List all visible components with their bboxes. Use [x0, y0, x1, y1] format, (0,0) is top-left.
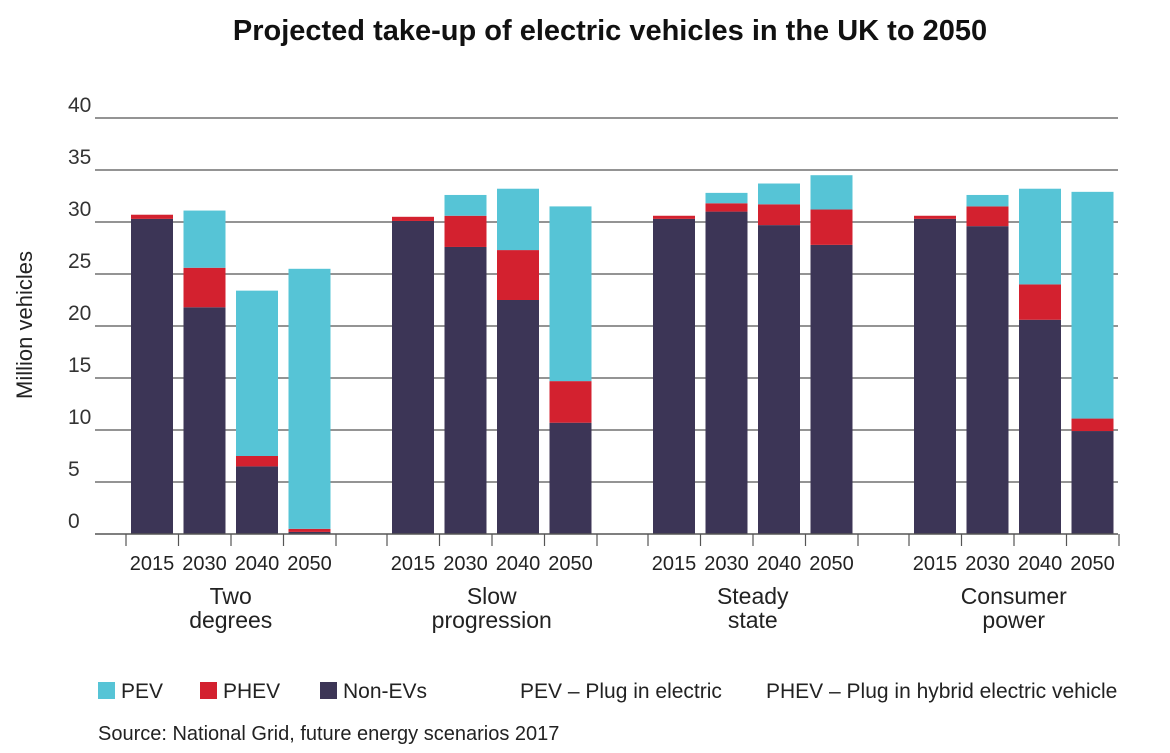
y-tick-labels: 0 5 10 15 20 25 30 35 40: [68, 94, 91, 533]
bar-phev-two-degrees-2015: [131, 214, 173, 219]
bar-phev-consumer-power-2050: [1071, 418, 1114, 432]
bar-pev-steady-state-2050: [810, 175, 853, 210]
legend-swatch-non-evs: [320, 682, 337, 699]
group-label-two-degrees-line-2: degrees: [189, 607, 272, 633]
bar-phev-two-degrees-2050: [288, 528, 331, 532]
y-axis-label: Million vehicles: [12, 251, 37, 399]
bar-phev-steady-state-2040: [758, 204, 800, 226]
bar-phev-slow-progression-2015: [392, 216, 434, 221]
bar-non-evs-two-degrees-2040: [236, 466, 278, 534]
x-tick-label-slow-progression-2030: 2030: [443, 553, 488, 575]
bar-non-evs-consumer-power-2040: [1019, 319, 1061, 534]
bar-non-evs-steady-state-2030: [705, 211, 748, 534]
bar-pev-two-degrees-2030: [183, 210, 226, 268]
bar-pev-slow-progression-2040: [497, 188, 539, 251]
bar-non-evs-steady-state-2015: [653, 218, 695, 534]
source-note: Source: National Grid, future energy sce…: [98, 723, 559, 745]
bar-phev-consumer-power-2030: [966, 206, 1009, 227]
chart-title: Projected take-up of electric vehicles i…: [233, 15, 987, 47]
y-tick-label-20: 20: [68, 302, 91, 325]
x-tick-label-consumer-power-2015: 2015: [913, 553, 958, 575]
bar-phev-consumer-power-2015: [914, 215, 956, 219]
y-tick-label-15: 15: [68, 354, 91, 377]
y-tick-label-40: 40: [68, 94, 91, 117]
x-tick-labels: 2015 2030 2040 2050 2015 2030 2040 2050 2015 2030…: [130, 553, 1115, 575]
x-tick-label-slow-progression-2040: 2040: [496, 553, 541, 575]
bar-non-evs-two-degrees-2015: [131, 218, 173, 534]
x-tick-label-consumer-power-2050: 2050: [1070, 553, 1115, 575]
group-label-consumer-power-line-2: power: [982, 607, 1045, 633]
bar-non-evs-slow-progression-2015: [392, 220, 434, 534]
y-tick-label-10: 10: [68, 406, 91, 429]
bar-pev-two-degrees-2040: [236, 290, 278, 456]
bar-non-evs-consumer-power-2015: [914, 218, 956, 534]
bar-pev-two-degrees-2050: [288, 268, 331, 529]
bar-phev-steady-state-2030: [705, 203, 748, 212]
x-tick-label-consumer-power-2030: 2030: [965, 553, 1010, 575]
legend-label-non-evs: Non-EVs: [343, 680, 427, 703]
x-tick-label-steady-state-2015: 2015: [652, 553, 697, 575]
x-tick-label-slow-progression-2015: 2015: [391, 553, 436, 575]
legend-swatch-pev: [98, 682, 115, 699]
bar-non-evs-slow-progression-2050: [549, 422, 592, 534]
bar-phev-slow-progression-2040: [497, 250, 539, 300]
x-axis: [95, 533, 1120, 546]
bar-pev-consumer-power-2050: [1071, 191, 1114, 419]
legend: PEV PHEV Non-EVs PEV – Plug in electric …: [98, 680, 1117, 703]
bar-phev-steady-state-2050: [810, 209, 853, 245]
group-label-two-degrees-line-1: Two: [210, 583, 252, 609]
bars: [131, 175, 1114, 534]
y-tick-label-5: 5: [68, 458, 80, 481]
x-tick-label-steady-state-2030: 2030: [704, 553, 749, 575]
bar-non-evs-consumer-power-2030: [966, 226, 1009, 534]
x-tick-label-two-degrees-2030: 2030: [182, 553, 227, 575]
x-tick-label-consumer-power-2040: 2040: [1018, 553, 1063, 575]
bar-pev-steady-state-2030: [705, 192, 748, 204]
group-label-steady-state-line-2: state: [728, 607, 778, 633]
x-tick-label-steady-state-2050: 2050: [809, 553, 854, 575]
legend-label-phev: PHEV: [223, 680, 280, 703]
bar-phev-two-degrees-2040: [236, 456, 278, 467]
bar-pev-slow-progression-2030: [444, 194, 487, 216]
group-label-slow-progression-line-2: progression: [432, 607, 552, 633]
bar-phev-two-degrees-2030: [183, 267, 226, 308]
group-label-slow-progression-line-1: Slow: [467, 583, 517, 609]
bar-non-evs-two-degrees-2030: [183, 307, 226, 534]
legend-label-pev: PEV: [121, 680, 163, 703]
bar-non-evs-steady-state-2050: [810, 244, 853, 534]
x-tick-label-two-degrees-2050: 2050: [287, 553, 332, 575]
group-label-consumer-power-line-1: Consumer: [961, 583, 1067, 609]
bar-non-evs-steady-state-2040: [758, 225, 800, 534]
bar-phev-slow-progression-2050: [549, 381, 592, 423]
x-tick-label-steady-state-2040: 2040: [757, 553, 802, 575]
legend-note-pev: PEV – Plug in electric: [520, 680, 722, 703]
bar-pev-slow-progression-2050: [549, 206, 592, 382]
legend-swatch-phev: [200, 682, 217, 699]
bar-non-evs-slow-progression-2040: [497, 300, 539, 534]
x-tick-label-slow-progression-2050: 2050: [548, 553, 593, 575]
x-tick-label-two-degrees-2015: 2015: [130, 553, 175, 575]
bar-phev-consumer-power-2040: [1019, 284, 1061, 320]
bar-phev-slow-progression-2030: [444, 215, 487, 247]
y-tick-label-25: 25: [68, 250, 91, 273]
bar-phev-steady-state-2015: [653, 215, 695, 219]
bar-pev-consumer-power-2040: [1019, 188, 1061, 285]
y-tick-label-0: 0: [68, 510, 80, 533]
group-label-steady-state-line-1: Steady: [717, 583, 789, 609]
y-tick-label-30: 30: [68, 198, 91, 221]
y-tick-label-35: 35: [68, 146, 91, 169]
bar-non-evs-two-degrees-2050: [288, 531, 331, 534]
bar-non-evs-consumer-power-2050: [1071, 431, 1114, 534]
bar-non-evs-slow-progression-2030: [444, 246, 487, 534]
legend-note-phev: PHEV – Plug in hybrid electric vehicle: [766, 680, 1117, 703]
x-tick-label-two-degrees-2040: 2040: [235, 553, 280, 575]
bar-pev-consumer-power-2030: [966, 194, 1009, 207]
bar-pev-steady-state-2040: [758, 183, 800, 205]
